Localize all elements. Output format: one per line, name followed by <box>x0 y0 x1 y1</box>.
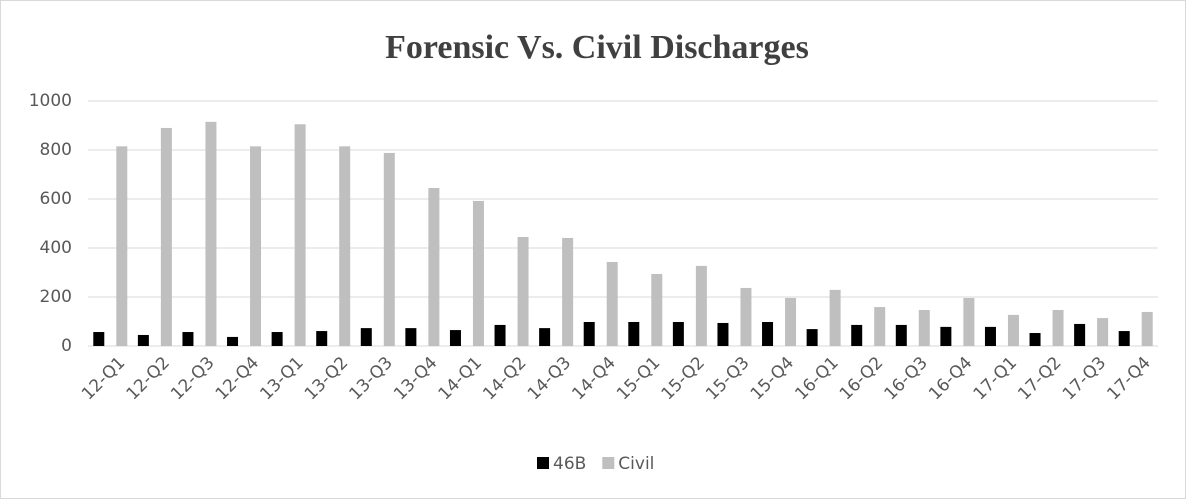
bar <box>651 273 663 346</box>
bar <box>829 289 841 346</box>
y-tick-label: 600 <box>40 189 72 209</box>
bar <box>740 287 752 346</box>
bar <box>940 326 952 346</box>
legend-swatch <box>537 457 549 469</box>
bar <box>1118 331 1130 346</box>
bar <box>472 200 484 346</box>
bar <box>160 127 172 346</box>
bar <box>984 326 996 346</box>
bar <box>562 237 574 346</box>
bar <box>785 297 797 346</box>
bar <box>628 321 640 346</box>
bar <box>205 121 217 346</box>
bar <box>1007 314 1019 346</box>
bar <box>717 322 729 346</box>
legend-label: Civil <box>618 454 654 474</box>
bar <box>449 330 461 346</box>
bar <box>874 307 886 346</box>
bar <box>182 332 194 346</box>
bar <box>695 265 707 346</box>
y-tick-label: 800 <box>40 140 72 160</box>
chart-title: Forensic Vs. Civil Discharges <box>385 29 809 66</box>
bar <box>137 334 149 346</box>
bar <box>1074 323 1086 346</box>
bar <box>806 329 818 346</box>
bar <box>963 297 975 346</box>
bar <box>494 324 506 346</box>
bar <box>360 328 372 346</box>
bar <box>383 152 395 346</box>
bar <box>93 332 105 346</box>
bar <box>851 324 863 346</box>
y-tick-label: 200 <box>40 287 72 307</box>
bar <box>517 236 529 346</box>
legend-swatch <box>602 457 615 469</box>
bar <box>250 146 262 346</box>
bar <box>539 328 551 346</box>
bar <box>895 324 907 346</box>
bar <box>762 321 774 346</box>
bar <box>316 331 328 346</box>
bar <box>672 321 684 346</box>
y-tick-label: 1000 <box>29 91 72 111</box>
bar <box>405 328 417 346</box>
bar <box>606 261 618 346</box>
bar <box>116 146 128 346</box>
bar <box>227 336 239 346</box>
bar <box>583 321 595 346</box>
bar <box>1052 309 1064 346</box>
bar <box>1141 311 1153 346</box>
legend-label: 46B <box>553 454 586 474</box>
bar <box>428 187 440 346</box>
bar <box>918 309 930 346</box>
bar <box>1097 318 1109 346</box>
bar <box>339 146 351 346</box>
y-tick-label: 400 <box>40 238 72 258</box>
bar <box>294 124 306 347</box>
bar <box>1029 333 1041 346</box>
y-tick-label: 0 <box>61 336 72 356</box>
bar <box>271 332 283 346</box>
